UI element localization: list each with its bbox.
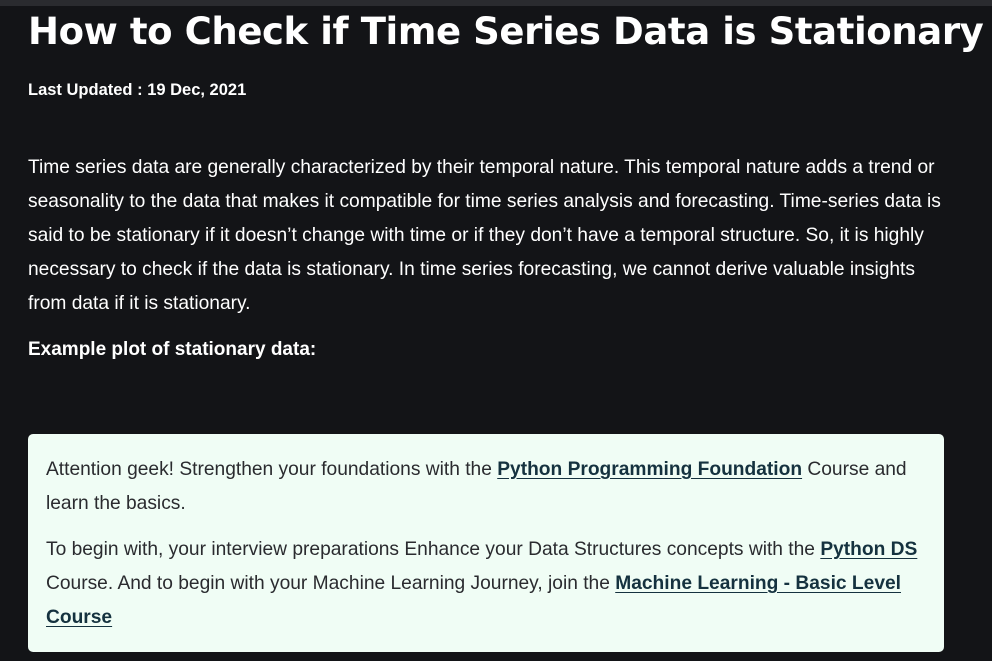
callout-text: Attention geek! Strengthen your foundati…	[46, 459, 498, 480]
top-divider	[0, 0, 992, 6]
callout-paragraph-foundation: Attention geek! Strengthen your foundati…	[46, 453, 926, 521]
python-ds-link[interactable]: Python DS	[820, 539, 918, 560]
article: How to Check if Time Series Data is Stat…	[28, 0, 992, 363]
example-heading: Example plot of stationary data:	[28, 339, 317, 360]
last-updated-date: 19 Dec, 2021	[147, 81, 247, 99]
last-updated: Last Updated : 19 Dec, 2021	[28, 79, 948, 101]
last-updated-label: Last Updated :	[28, 81, 148, 99]
callout-text: Course and learn the basics.	[46, 459, 907, 514]
python-programming-foundation-link[interactable]: Python Programming Foundation	[497, 459, 803, 480]
article-title: How to Check if Time Series Data is Stat…	[28, 0, 992, 61]
callout-text: To begin with, your interview preparatio…	[46, 539, 821, 560]
article-title-text: How to Check if Time Series Data is Stat…	[28, 10, 992, 53]
callout-paragraph-courses: To begin with, your interview preparatio…	[46, 533, 926, 635]
machine-learning-basic-link[interactable]: Machine Learning - Basic Level Course	[46, 573, 901, 628]
callout-text: Course. And to begin with your Machine L…	[46, 573, 616, 594]
course-callout: Attention geek! Strengthen your foundati…	[28, 434, 944, 652]
intro-paragraph: Time series data are generally character…	[28, 157, 941, 314]
